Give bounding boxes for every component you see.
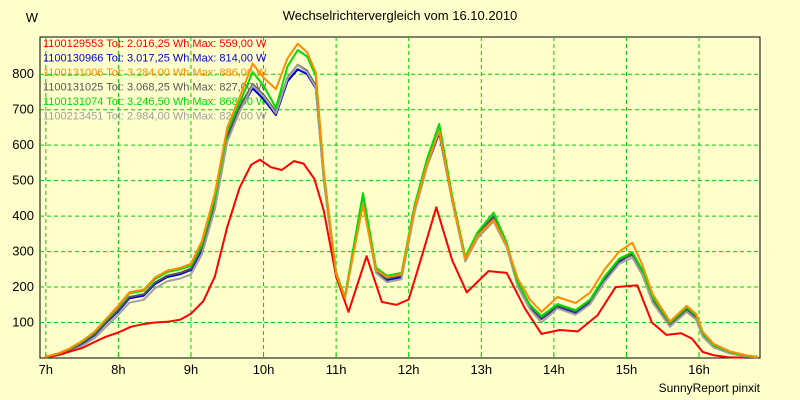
x-tick-label: 12h xyxy=(398,362,420,377)
x-tick-label: 8h xyxy=(111,362,125,377)
series-line-orange xyxy=(44,42,759,358)
legend-item-1100213451: 1100213451 Tot: 2.984,00 Wh Max: 826,00 … xyxy=(43,111,267,123)
x-tick-label: 11h xyxy=(326,362,347,377)
x-tick-label: 14h xyxy=(543,362,565,377)
legend-item-1100131025: 1100131025 Tot: 3.068,25 Wh Max: 827,00 … xyxy=(43,82,267,94)
x-tick-label: 13h xyxy=(470,362,492,377)
legend-item-1100131006: 1100131006 Tot: 3.284,00 Wh Max: 886,00 … xyxy=(43,67,267,79)
y-tick-label: 400 xyxy=(12,208,34,223)
x-tick-label: 16h xyxy=(688,362,710,377)
series-line-green xyxy=(44,49,759,358)
x-tick-label: 7h xyxy=(39,362,53,377)
legend-item-1100130966: 1100130966 Tot: 3.017,25 Wh Max: 814,00 … xyxy=(43,53,267,65)
series-line-darkgray xyxy=(44,63,759,358)
legend-item-1100131074: 1100131074 Tot: 3.246,50 Wh Max: 868,00 … xyxy=(43,96,267,108)
y-tick-label: 500 xyxy=(12,173,34,188)
y-tick-label: 700 xyxy=(12,102,34,117)
series-line-red xyxy=(44,158,744,359)
x-tick-label: 10h xyxy=(253,362,275,377)
y-tick-label: 300 xyxy=(12,244,34,259)
series-line-lightgray xyxy=(44,64,759,359)
footer-credit: SunnyReport pinxit xyxy=(658,381,760,395)
y-tick-label: 200 xyxy=(12,279,34,294)
plot-border xyxy=(39,36,761,359)
y-tick-label: 100 xyxy=(12,315,34,330)
legend-item-1100129553: 1100129553 Tot: 2.016,25 Wh Max: 559,00 … xyxy=(43,38,267,50)
y-tick-label: 800 xyxy=(12,66,34,81)
chart-title: Wechselrichtervergleich vom 16.10.2010 xyxy=(282,8,518,23)
y-axis-unit-label: W xyxy=(26,10,39,25)
y-tick-label: 600 xyxy=(12,137,34,152)
x-tick-label: 15h xyxy=(616,362,638,377)
x-tick-label: 9h xyxy=(184,362,198,377)
